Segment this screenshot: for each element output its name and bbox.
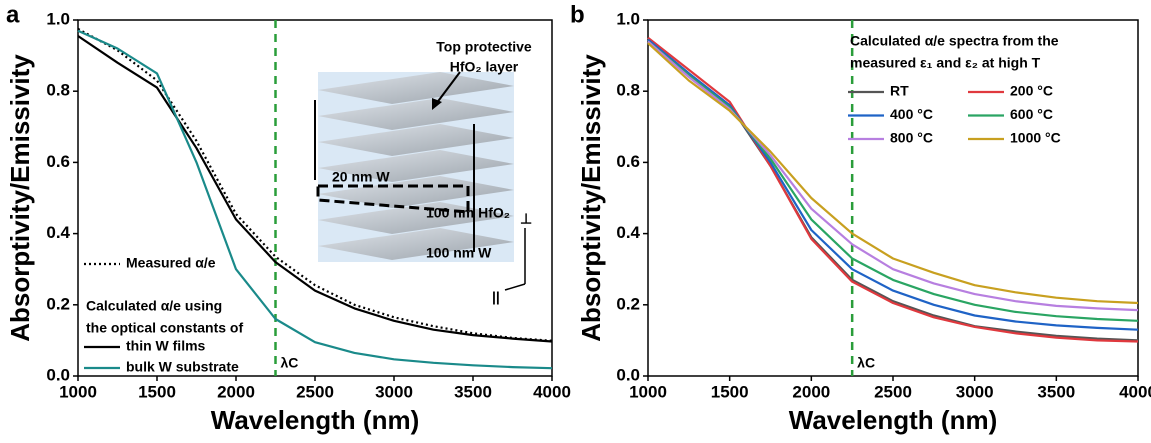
y-tick-label: 1.0: [46, 9, 70, 28]
series-line: [77, 27, 553, 342]
x-tick-label: 3500: [454, 382, 492, 401]
reference-label: λC: [281, 355, 299, 371]
y-axis-label: Absorptivity/Emissivity: [5, 54, 35, 342]
axis-arrow: [504, 283, 526, 291]
y-tick-label: 0.0: [46, 365, 70, 384]
x-tick-label: 1500: [138, 382, 176, 401]
y-tick-label: 0.0: [616, 365, 640, 384]
legend-title: Calculated α/e spectra from the: [850, 33, 1059, 49]
y-tick-label: 1.0: [616, 9, 640, 28]
series-line: [647, 42, 1139, 305]
reference-label: λC: [857, 355, 875, 371]
plot-frame: [77, 19, 553, 377]
legend-label: bulk W substrate: [126, 359, 239, 375]
legend-title: the optical constants of: [86, 320, 243, 336]
legend-label: 600 °C: [1010, 106, 1053, 122]
legend-label: 800 °C: [890, 130, 933, 146]
stack-plates: [318, 72, 514, 260]
arrowhead: [432, 98, 442, 110]
y-tick-label: 0.8: [616, 81, 640, 100]
x-tick-label: 4000: [533, 382, 571, 401]
x-tick-label: 1000: [629, 382, 667, 401]
legend-label: Measured α/e: [126, 255, 216, 271]
y-tick-label: 0.2: [616, 294, 640, 313]
inset-label: 100 nm HfO₂: [426, 205, 510, 221]
legend-title: Calculated α/e using: [86, 298, 222, 314]
series-line: [77, 29, 553, 370]
series-line: [647, 40, 1139, 312]
x-axis-label: Wavelength (nm): [211, 405, 419, 435]
legend-label: 1000 °C: [1010, 130, 1061, 146]
plot-frame: [647, 19, 1139, 377]
inset-label: 20 nm W: [332, 169, 390, 185]
y-tick-label: 0.4: [616, 223, 640, 242]
x-tick-label: 2000: [792, 382, 830, 401]
legend-title: measured ε₁ and ε₂ at high T: [850, 55, 1041, 71]
legend-label: 400 °C: [890, 106, 933, 122]
x-tick-label: 3000: [375, 382, 413, 401]
x-tick-label: 2500: [296, 382, 334, 401]
x-tick-label: 2000: [217, 382, 255, 401]
x-tick-label: 3500: [1037, 382, 1075, 401]
y-tick-label: 0.8: [46, 81, 70, 100]
highlight-box: [316, 184, 470, 214]
series-line: [647, 38, 1139, 331]
x-tick-label: 4000: [1119, 382, 1151, 401]
panel-label: a: [6, 1, 20, 28]
legend-label: 200 °C: [1010, 83, 1053, 99]
x-tick-label: 1000: [59, 382, 97, 401]
y-tick-label: 0.4: [46, 223, 70, 242]
inset-label: ⊥: [520, 211, 532, 227]
pointer-arrow: [435, 71, 461, 105]
panel-label: b: [570, 1, 585, 28]
series-line: [647, 36, 1139, 343]
y-tick-label: 0.6: [616, 152, 640, 171]
legend-label: thin W films: [126, 338, 206, 354]
x-tick-label: 2500: [874, 382, 912, 401]
y-axis-label: Absorptivity/Emissivity: [576, 54, 606, 342]
inset-label: Top protective: [436, 39, 532, 55]
x-tick-label: 3000: [956, 382, 994, 401]
y-tick-label: 0.6: [46, 152, 70, 171]
inset-label: ||: [492, 289, 500, 305]
inset-label: HfO₂ layer: [450, 59, 519, 75]
legend-label: RT: [890, 83, 909, 99]
inset-illustration: Top protective HfO₂ layer 20 nm W 100 nm…: [314, 39, 532, 305]
inset-label: 100 nm W: [426, 245, 492, 261]
y-tick-label: 0.2: [46, 294, 70, 313]
x-axis-label: Wavelength (nm): [789, 405, 997, 435]
x-tick-label: 1500: [711, 382, 749, 401]
series-line: [647, 40, 1139, 322]
series-line: [77, 35, 553, 343]
